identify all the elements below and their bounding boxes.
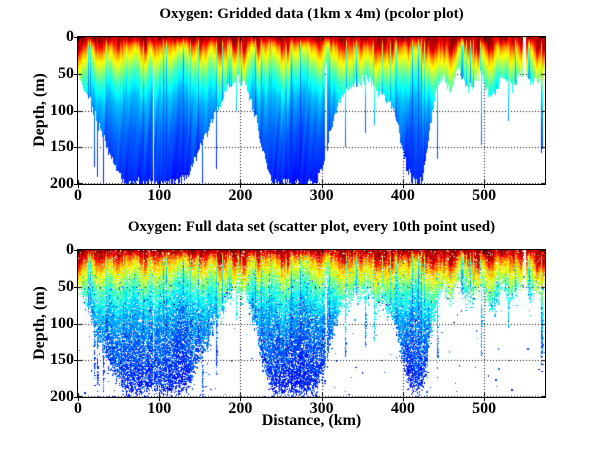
y-tick-mark <box>74 147 77 148</box>
y-tick-mark <box>74 37 77 38</box>
x-tick-mark <box>484 398 485 401</box>
x-tick-mark <box>322 185 323 188</box>
scatter-plot-area <box>78 250 545 397</box>
y-tick-label-50: 50 <box>58 64 74 82</box>
x-tick-mark <box>159 185 160 188</box>
x-tick-mark <box>484 185 485 188</box>
y-tick-mark <box>74 184 77 185</box>
x-tick-mark <box>403 398 404 401</box>
x-tick-label-400: 400 <box>390 187 415 204</box>
y-tick-label-0: 0 <box>66 241 74 258</box>
y-tick-label-200: 200 <box>50 388 74 405</box>
x-tick-label-200: 200 <box>228 187 253 204</box>
x-tick-label-100: 100 <box>147 400 172 417</box>
x-tick-label-200: 200 <box>228 400 253 417</box>
pcolor-plot-area <box>78 37 545 184</box>
x-tick-mark <box>78 185 79 188</box>
x-tick-label-400: 400 <box>390 400 415 417</box>
y-tick-label-100: 100 <box>50 101 74 119</box>
y-tick-mark <box>74 397 77 398</box>
y-tick-mark <box>74 111 77 112</box>
y-tick-mark <box>74 74 77 75</box>
x-tick-label-500: 500 <box>472 187 497 204</box>
y-tick-mark <box>74 250 77 251</box>
y-tick-mark <box>74 287 77 288</box>
y-tick-label-0: 0 <box>66 28 74 45</box>
x-tick-label-0: 0 <box>74 400 82 417</box>
y-tick-label-100: 100 <box>50 314 74 332</box>
x-tick-label-500: 500 <box>472 400 497 417</box>
x-axis-label: Distance, (km) <box>261 412 362 429</box>
y-tick-label-50: 50 <box>58 277 74 295</box>
x-tick-mark <box>403 185 404 188</box>
y-tick-mark <box>74 324 77 325</box>
x-tick-mark <box>322 398 323 401</box>
top-plot-title: Oxygen: Gridded data (1km x 4m) (pcolor … <box>159 6 464 22</box>
x-tick-mark <box>240 398 241 401</box>
x-tick-mark <box>78 398 79 401</box>
y-tick-label-150: 150 <box>50 138 74 156</box>
x-tick-label-100: 100 <box>147 187 172 204</box>
y-tick-label-200: 200 <box>50 175 74 192</box>
y-tick-mark <box>74 360 77 361</box>
y-tick-label-150: 150 <box>50 351 74 369</box>
x-tick-mark <box>159 398 160 401</box>
bottom-plot-title: Oxygen: Full data set (scatter plot, eve… <box>127 219 496 235</box>
scatter-plot-frame <box>77 249 546 398</box>
x-tick-label-300: 300 <box>309 400 334 417</box>
x-tick-mark <box>240 185 241 188</box>
x-tick-label-0: 0 <box>74 187 82 204</box>
x-tick-label-300: 300 <box>309 187 334 204</box>
pcolor-plot-frame <box>77 36 546 185</box>
